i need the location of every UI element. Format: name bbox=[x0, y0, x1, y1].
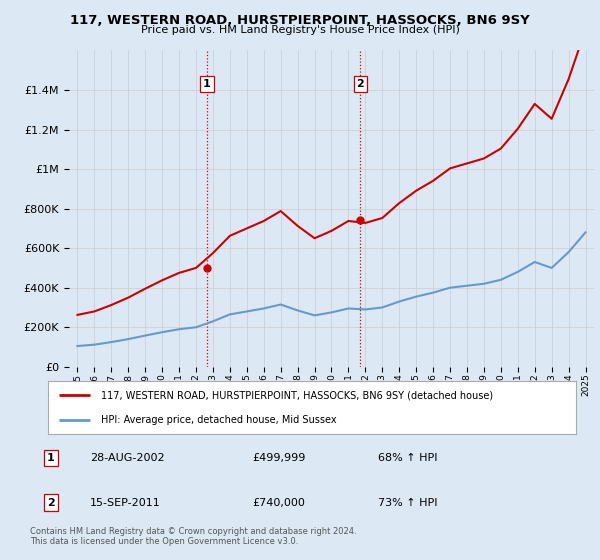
Text: 1: 1 bbox=[203, 79, 211, 89]
Text: 117, WESTERN ROAD, HURSTPIERPOINT, HASSOCKS, BN6 9SY: 117, WESTERN ROAD, HURSTPIERPOINT, HASSO… bbox=[70, 14, 530, 27]
Text: 117, WESTERN ROAD, HURSTPIERPOINT, HASSOCKS, BN6 9SY (detached house): 117, WESTERN ROAD, HURSTPIERPOINT, HASSO… bbox=[101, 390, 493, 400]
Text: HPI: Average price, detached house, Mid Sussex: HPI: Average price, detached house, Mid … bbox=[101, 414, 337, 424]
Text: 2: 2 bbox=[47, 498, 55, 507]
Text: £740,000: £740,000 bbox=[252, 498, 305, 507]
Text: Price paid vs. HM Land Registry's House Price Index (HPI): Price paid vs. HM Land Registry's House … bbox=[140, 25, 460, 35]
Text: £499,999: £499,999 bbox=[252, 453, 305, 463]
Text: 68% ↑ HPI: 68% ↑ HPI bbox=[378, 453, 437, 463]
Text: 28-AUG-2002: 28-AUG-2002 bbox=[90, 453, 164, 463]
Text: 1: 1 bbox=[47, 453, 55, 463]
Text: 2: 2 bbox=[356, 79, 364, 89]
Text: 73% ↑ HPI: 73% ↑ HPI bbox=[378, 498, 437, 507]
Text: Contains HM Land Registry data © Crown copyright and database right 2024.
This d: Contains HM Land Registry data © Crown c… bbox=[30, 526, 356, 546]
Text: 15-SEP-2011: 15-SEP-2011 bbox=[90, 498, 161, 507]
